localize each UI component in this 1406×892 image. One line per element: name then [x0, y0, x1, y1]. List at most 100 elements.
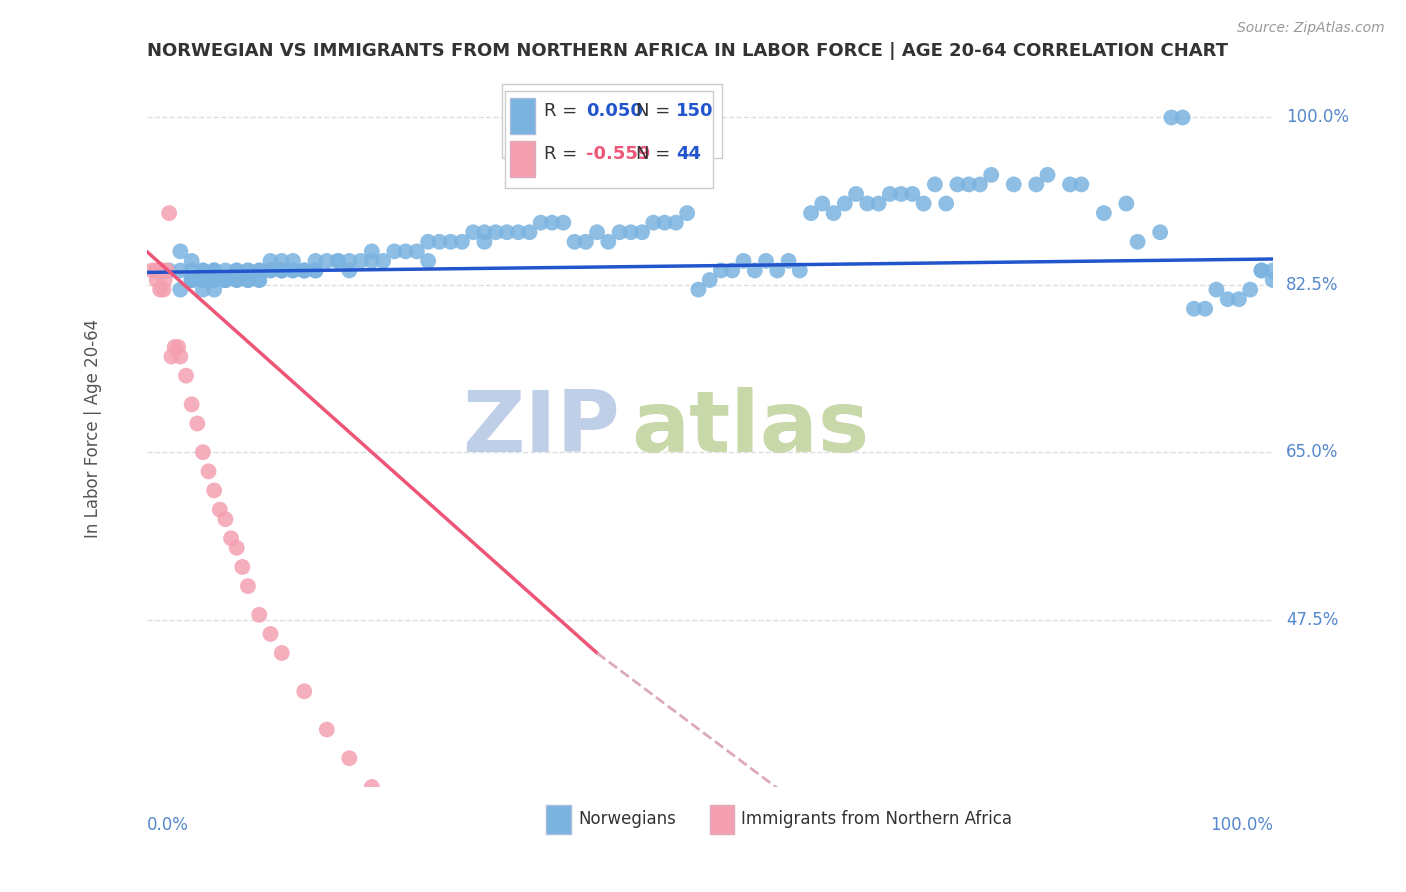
Point [163, 340, 186, 354]
Point [202, 283, 225, 297]
Text: 0.050: 0.050 [586, 102, 643, 120]
Point [214, 273, 236, 287]
Text: 0.0%: 0.0% [146, 815, 188, 834]
FancyBboxPatch shape [510, 98, 536, 134]
Point [463, 225, 485, 239]
Point [180, 273, 202, 287]
Point [800, 206, 823, 220]
Text: 100.0%: 100.0% [1209, 815, 1272, 834]
Point [575, 235, 598, 249]
Point [744, 263, 766, 277]
Point [247, 273, 270, 287]
Point [259, 263, 281, 277]
Point [169, 350, 191, 364]
Text: atlas: atlas [631, 387, 869, 470]
Text: ZIP: ZIP [461, 387, 620, 470]
Text: 44: 44 [676, 145, 700, 163]
Point [440, 235, 463, 249]
Point [180, 397, 202, 411]
Point [935, 196, 957, 211]
Point [225, 263, 247, 277]
Point [149, 283, 172, 297]
Point [1070, 178, 1092, 192]
Point [281, 263, 304, 277]
Point [508, 225, 530, 239]
Point [247, 607, 270, 622]
FancyBboxPatch shape [505, 91, 713, 188]
Point [1194, 301, 1216, 316]
Point [169, 244, 191, 259]
Point [270, 646, 292, 660]
Point [191, 273, 214, 287]
Point [270, 254, 292, 268]
Point [180, 273, 202, 287]
Text: 65.0%: 65.0% [1286, 443, 1339, 461]
Point [236, 263, 259, 277]
Point [157, 263, 180, 277]
Point [202, 273, 225, 287]
Point [153, 273, 176, 287]
Point [180, 273, 202, 287]
Point [152, 283, 174, 297]
Point [394, 244, 416, 259]
Text: N =: N = [637, 102, 676, 120]
Point [259, 263, 281, 277]
Point [174, 368, 197, 383]
Point [688, 283, 710, 297]
Point [202, 263, 225, 277]
Point [150, 263, 173, 277]
Point [208, 502, 231, 516]
Point [654, 216, 676, 230]
Point [429, 235, 451, 249]
Point [231, 560, 253, 574]
Point [141, 263, 163, 277]
Point [259, 254, 281, 268]
Point [1261, 273, 1284, 287]
Point [326, 254, 349, 268]
Point [1126, 235, 1149, 249]
Point [219, 531, 242, 545]
Point [292, 263, 315, 277]
Point [519, 225, 541, 239]
Text: Immigrants from Northern Africa: Immigrants from Northern Africa [741, 810, 1012, 828]
Point [186, 417, 208, 431]
Point [755, 254, 778, 268]
Point [270, 263, 292, 277]
Point [1261, 263, 1284, 277]
Point [901, 186, 924, 201]
Point [1092, 206, 1115, 220]
Point [474, 225, 496, 239]
Point [665, 216, 688, 230]
Point [721, 263, 744, 277]
Point [202, 483, 225, 498]
Point [225, 273, 247, 287]
Point [247, 273, 270, 287]
Text: R =  0.050   N = 150
  R = -0.559   N =  44: R = 0.050 N = 150 R = -0.559 N = 44 [513, 95, 711, 147]
Point [890, 186, 912, 201]
Point [315, 254, 337, 268]
Point [150, 263, 173, 277]
Point [160, 350, 183, 364]
Point [371, 254, 394, 268]
Point [969, 178, 991, 192]
Point [191, 263, 214, 277]
Point [485, 225, 508, 239]
Point [156, 263, 179, 277]
Point [145, 273, 167, 287]
Point [292, 263, 315, 277]
Point [157, 206, 180, 220]
Point [766, 263, 789, 277]
Point [167, 340, 190, 354]
Text: 150: 150 [676, 102, 713, 120]
Point [868, 196, 890, 211]
Point [236, 263, 259, 277]
Point [191, 273, 214, 287]
Point [1002, 178, 1025, 192]
Point [202, 263, 225, 277]
Point [214, 512, 236, 526]
Point [879, 186, 901, 201]
Point [924, 178, 946, 192]
Point [1036, 168, 1059, 182]
Text: R =: R = [544, 102, 583, 120]
Point [382, 799, 405, 814]
